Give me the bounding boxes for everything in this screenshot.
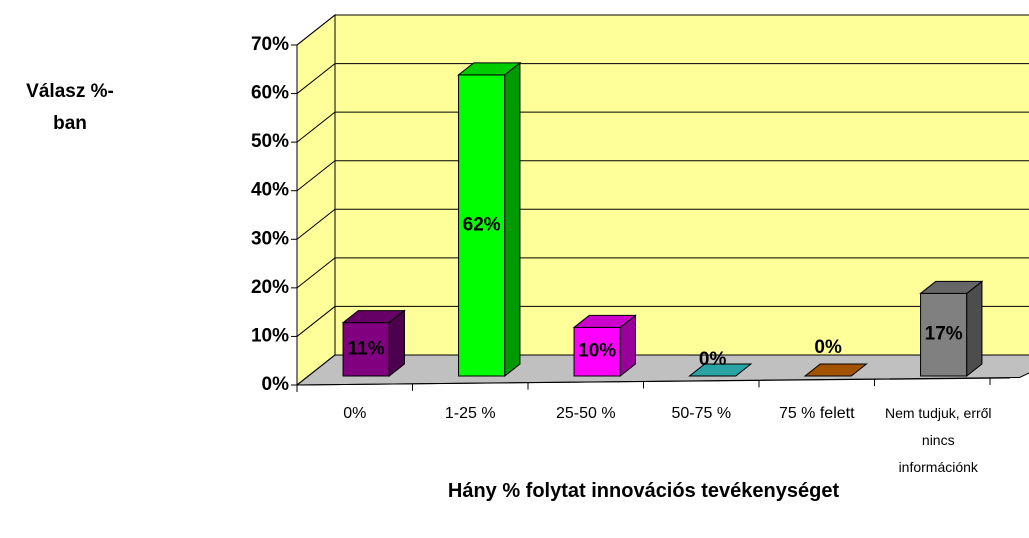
bar [572,314,637,378]
y-axis-label: Válasz %-ban [26,81,114,134]
value-label: 62% [463,214,501,235]
floor [295,354,1029,386]
grid-line [296,160,1029,192]
bar-side [504,61,521,378]
y-tick-label: 50% [251,131,289,152]
value-label: 0% [699,349,727,370]
x-tick-label: 0% [343,405,367,422]
bar [919,280,984,378]
grid-line [296,14,1029,46]
grid-line [296,305,1029,337]
bar-top [341,310,406,324]
y-tick-label: 10% [251,325,289,346]
y-tick-label: 40% [251,180,289,201]
value-label: 11% [348,338,385,359]
bar-side [966,280,983,378]
bar-top [919,280,984,294]
bar-top [572,314,637,328]
grid-line [296,63,1029,94]
y-tick-label: 60% [251,83,289,104]
value-label: 17% [925,324,963,345]
bar-top [688,363,753,377]
grid-line [296,257,1029,289]
y-tick-label: 30% [251,228,289,249]
x-tick-label: 25-50 % [555,405,616,422]
grid-line [296,354,1029,386]
y-tick-label: 20% [251,277,289,298]
y-tick-label: 70% [251,34,289,55]
x-tick-label: 75 % felett [778,405,855,422]
bar [803,363,868,377]
value-label: 10% [578,341,616,362]
side-wall [296,13,336,387]
bar [341,309,406,378]
x-axis [296,377,1011,386]
bar [457,61,522,378]
grid-line [296,208,1029,240]
bar [688,363,753,377]
bar-top [457,62,522,76]
y-tick-label: 0% [262,374,290,395]
bar-top [803,363,868,377]
value-label: 0% [814,337,842,358]
x-tick-label: 50-75 % [671,405,732,422]
x-axis-label: Hány % folytat innovációs tevékenységet [447,480,840,502]
grid-line [296,111,1029,143]
x-tick-label: Nem tudjuk, erről nincs információnk [884,405,992,475]
x-tick-label: 1-25 % [444,405,496,422]
